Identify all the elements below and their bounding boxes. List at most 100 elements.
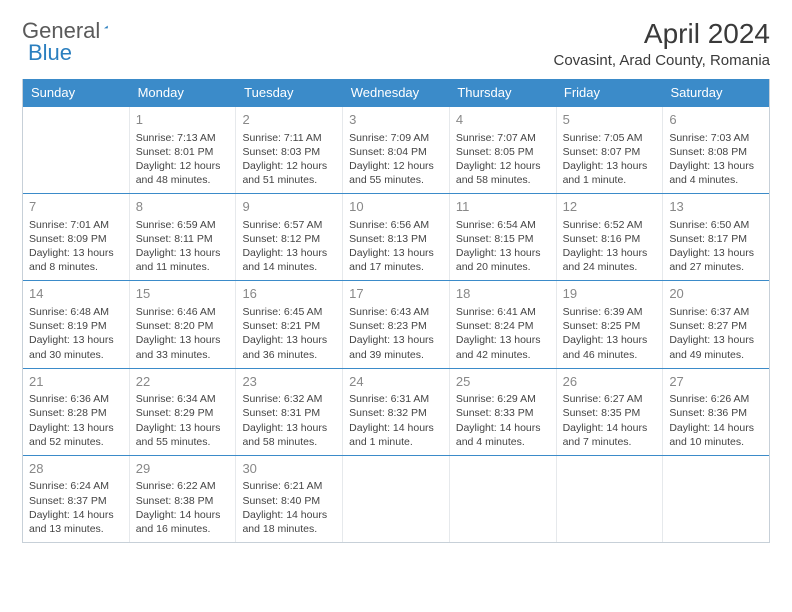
sunset-text: Sunset: 8:29 PM <box>136 406 230 420</box>
daylight1-text: Daylight: 13 hours <box>563 159 657 173</box>
daylight1-text: Daylight: 13 hours <box>29 421 123 435</box>
day-header-sun: Sunday <box>23 79 130 106</box>
sunset-text: Sunset: 8:28 PM <box>29 406 123 420</box>
sunset-text: Sunset: 8:11 PM <box>136 232 230 246</box>
daylight1-text: Daylight: 14 hours <box>669 421 763 435</box>
logo-triangle-icon <box>104 19 108 35</box>
day-header-sat: Saturday <box>662 79 769 106</box>
sunset-text: Sunset: 8:33 PM <box>456 406 550 420</box>
week-row: 7Sunrise: 7:01 AMSunset: 8:09 PMDaylight… <box>23 193 769 280</box>
daylight1-text: Daylight: 14 hours <box>242 508 336 522</box>
daylight1-text: Daylight: 14 hours <box>349 421 443 435</box>
sunset-text: Sunset: 8:08 PM <box>669 145 763 159</box>
daylight1-text: Daylight: 13 hours <box>242 246 336 260</box>
sunrise-text: Sunrise: 6:48 AM <box>29 305 123 319</box>
daylight2-text: and 58 minutes. <box>456 173 550 187</box>
day-number: 5 <box>563 111 657 129</box>
day-cell: 9 Sunrise: 6:57 AMSunset: 8:12 PMDaylight… <box>235 194 342 280</box>
daylight1-text: Daylight: 12 hours <box>136 159 230 173</box>
day-cell: 17Sunrise: 6:43 AMSunset: 8:23 PMDayligh… <box>342 281 449 367</box>
sunset-text: Sunset: 8:05 PM <box>456 145 550 159</box>
daylight2-text: and 17 minutes. <box>349 260 443 274</box>
day-number: 21 <box>29 373 123 391</box>
day-header-thu: Thursday <box>449 79 556 106</box>
sunrise-text: Sunrise: 6:56 AM <box>349 218 443 232</box>
sunset-text: Sunset: 8:36 PM <box>669 406 763 420</box>
day-header-fri: Friday <box>556 79 663 106</box>
weeks-container: 1Sunrise: 7:13 AMSunset: 8:01 PMDaylight… <box>23 106 769 542</box>
sunset-text: Sunset: 8:16 PM <box>563 232 657 246</box>
day-number: 4 <box>456 111 550 129</box>
daylight2-text: and 8 minutes. <box>29 260 123 274</box>
sunrise-text: Sunrise: 6:21 AM <box>242 479 336 493</box>
daylight1-text: Daylight: 13 hours <box>669 159 763 173</box>
day-cell: 25Sunrise: 6:29 AMSunset: 8:33 PMDayligh… <box>449 369 556 455</box>
sunrise-text: Sunrise: 7:01 AM <box>29 218 123 232</box>
day-cell: 13Sunrise: 6:50 AMSunset: 8:17 PMDayligh… <box>662 194 769 280</box>
daylight2-text: and 1 minute. <box>563 173 657 187</box>
day-number: 27 <box>669 373 763 391</box>
day-number: 20 <box>669 285 763 303</box>
day-number: 25 <box>456 373 550 391</box>
day-number: 9 <box>242 198 336 216</box>
day-cell: 29Sunrise: 6:22 AMSunset: 8:38 PMDayligh… <box>129 456 236 542</box>
daylight1-text: Daylight: 13 hours <box>242 421 336 435</box>
day-cell <box>449 456 556 542</box>
day-number: 14 <box>29 285 123 303</box>
sunrise-text: Sunrise: 6:39 AM <box>563 305 657 319</box>
daylight1-text: Daylight: 13 hours <box>563 246 657 260</box>
daylight1-text: Daylight: 13 hours <box>563 333 657 347</box>
day-number: 3 <box>349 111 443 129</box>
logo-text-blue: Blue <box>28 40 72 65</box>
location: Covasint, Arad County, Romania <box>554 52 771 69</box>
daylight2-text: and 4 minutes. <box>669 173 763 187</box>
day-cell: 10Sunrise: 6:56 AMSunset: 8:13 PMDayligh… <box>342 194 449 280</box>
sunrise-text: Sunrise: 7:13 AM <box>136 131 230 145</box>
daylight1-text: Daylight: 13 hours <box>669 333 763 347</box>
daylight1-text: Daylight: 13 hours <box>29 333 123 347</box>
sunrise-text: Sunrise: 6:31 AM <box>349 392 443 406</box>
day-number: 7 <box>29 198 123 216</box>
sunset-text: Sunset: 8:24 PM <box>456 319 550 333</box>
day-cell: 19Sunrise: 6:39 AMSunset: 8:25 PMDayligh… <box>556 281 663 367</box>
sunrise-text: Sunrise: 6:41 AM <box>456 305 550 319</box>
day-cell: 11Sunrise: 6:54 AMSunset: 8:15 PMDayligh… <box>449 194 556 280</box>
daylight1-text: Daylight: 14 hours <box>29 508 123 522</box>
title-block: April 2024 Covasint, Arad County, Romani… <box>554 18 771 69</box>
daylight2-text: and 46 minutes. <box>563 348 657 362</box>
sunrise-text: Sunrise: 7:07 AM <box>456 131 550 145</box>
sunset-text: Sunset: 8:01 PM <box>136 145 230 159</box>
day-cell: 8Sunrise: 6:59 AMSunset: 8:11 PMDaylight… <box>129 194 236 280</box>
daylight2-text: and 20 minutes. <box>456 260 550 274</box>
day-number: 19 <box>563 285 657 303</box>
sunset-text: Sunset: 8:03 PM <box>242 145 336 159</box>
daylight2-text: and 51 minutes. <box>242 173 336 187</box>
sunrise-text: Sunrise: 6:57 AM <box>242 218 336 232</box>
day-cell: 23Sunrise: 6:32 AMSunset: 8:31 PMDayligh… <box>235 369 342 455</box>
day-cell: 7Sunrise: 7:01 AMSunset: 8:09 PMDaylight… <box>23 194 129 280</box>
daylight2-text: and 55 minutes. <box>136 435 230 449</box>
daylight1-text: Daylight: 14 hours <box>136 508 230 522</box>
daylight2-text: and 48 minutes. <box>136 173 230 187</box>
daylight1-text: Daylight: 12 hours <box>242 159 336 173</box>
day-cell <box>342 456 449 542</box>
sunset-text: Sunset: 8:31 PM <box>242 406 336 420</box>
day-number: 12 <box>563 198 657 216</box>
day-number: 13 <box>669 198 763 216</box>
daylight1-text: Daylight: 13 hours <box>456 246 550 260</box>
month-title: April 2024 <box>554 18 771 50</box>
daylight1-text: Daylight: 13 hours <box>136 333 230 347</box>
sunrise-text: Sunrise: 6:24 AM <box>29 479 123 493</box>
sunset-text: Sunset: 8:23 PM <box>349 319 443 333</box>
sunrise-text: Sunrise: 6:29 AM <box>456 392 550 406</box>
day-cell: 14Sunrise: 6:48 AMSunset: 8:19 PMDayligh… <box>23 281 129 367</box>
daylight2-text: and 36 minutes. <box>242 348 336 362</box>
sunrise-text: Sunrise: 6:32 AM <box>242 392 336 406</box>
daylight1-text: Daylight: 13 hours <box>29 246 123 260</box>
day-cell: 2Sunrise: 7:11 AMSunset: 8:03 PMDaylight… <box>235 107 342 193</box>
daylight1-text: Daylight: 13 hours <box>669 246 763 260</box>
daylight1-text: Daylight: 13 hours <box>136 246 230 260</box>
day-header-wed: Wednesday <box>343 79 450 106</box>
sunset-text: Sunset: 8:12 PM <box>242 232 336 246</box>
day-cell: 12Sunrise: 6:52 AMSunset: 8:16 PMDayligh… <box>556 194 663 280</box>
